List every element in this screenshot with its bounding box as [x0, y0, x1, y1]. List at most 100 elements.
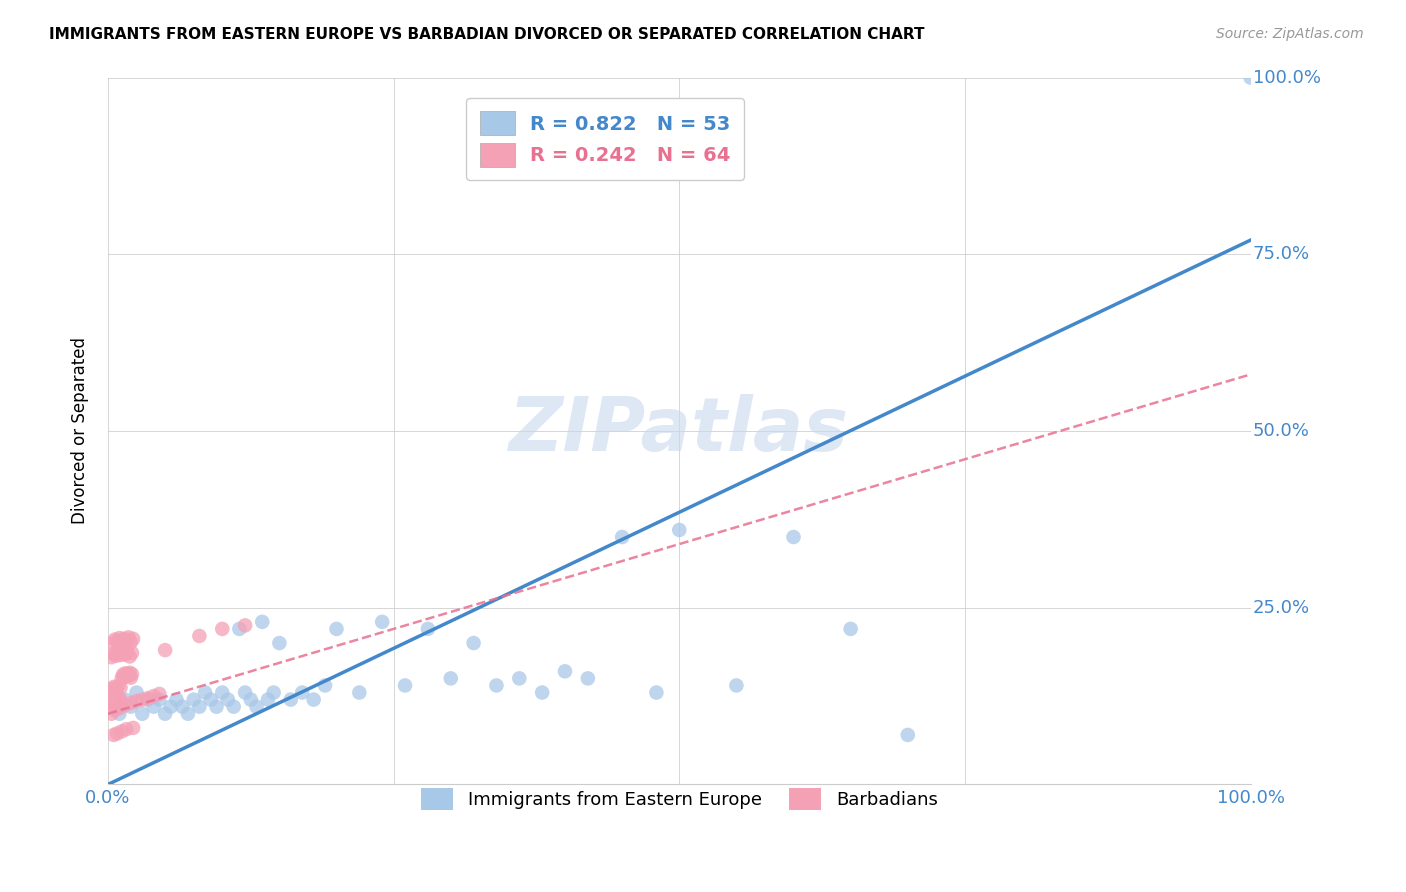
- Point: [897, 728, 920, 742]
- Point: [121, 667, 143, 681]
- Point: [98, 696, 121, 710]
- Point: [233, 685, 256, 699]
- Point: [110, 681, 132, 695]
- Point: [839, 622, 862, 636]
- Point: [117, 668, 139, 682]
- Point: [166, 692, 188, 706]
- Point: [245, 699, 267, 714]
- Point: [725, 678, 748, 692]
- Text: 25.0%: 25.0%: [1253, 599, 1310, 616]
- Point: [131, 692, 153, 706]
- Point: [100, 681, 122, 696]
- Point: [136, 692, 159, 706]
- Point: [142, 689, 165, 703]
- Point: [463, 636, 485, 650]
- Point: [125, 694, 148, 708]
- Text: 50.0%: 50.0%: [1253, 422, 1309, 440]
- Point: [280, 692, 302, 706]
- Point: [440, 672, 463, 686]
- Point: [100, 692, 122, 706]
- Point: [148, 692, 170, 706]
- Point: [531, 685, 554, 699]
- Point: [114, 648, 136, 662]
- Point: [188, 629, 211, 643]
- Point: [120, 699, 142, 714]
- Point: [200, 692, 222, 706]
- Point: [125, 685, 148, 699]
- Point: [115, 633, 138, 648]
- Point: [114, 692, 136, 706]
- Point: [111, 724, 134, 739]
- Point: [117, 667, 139, 681]
- Point: [110, 648, 132, 662]
- Point: [104, 632, 127, 647]
- Point: [211, 622, 233, 636]
- Point: [115, 723, 138, 737]
- Point: [228, 622, 250, 636]
- Point: [120, 696, 142, 710]
- Point: [668, 523, 690, 537]
- Point: [554, 665, 576, 679]
- Point: [104, 695, 127, 709]
- Point: [325, 622, 347, 636]
- Legend: Immigrants from Eastern Europe, Barbadians: Immigrants from Eastern Europe, Barbadia…: [406, 774, 952, 825]
- Point: [160, 699, 183, 714]
- Point: [485, 678, 508, 692]
- Point: [101, 636, 124, 650]
- Point: [183, 692, 205, 706]
- Point: [291, 685, 314, 699]
- Point: [153, 706, 176, 721]
- Point: [103, 680, 125, 694]
- Text: 100.0%: 100.0%: [1253, 69, 1320, 87]
- Point: [314, 678, 336, 692]
- Point: [416, 622, 439, 636]
- Point: [117, 644, 139, 658]
- Point: [122, 632, 145, 646]
- Point: [211, 685, 233, 699]
- Point: [112, 670, 135, 684]
- Point: [120, 635, 142, 649]
- Point: [172, 699, 194, 714]
- Point: [104, 681, 127, 696]
- Point: [205, 699, 228, 714]
- Point: [114, 666, 136, 681]
- Point: [194, 685, 217, 699]
- Point: [107, 679, 129, 693]
- Point: [263, 685, 285, 699]
- Point: [100, 650, 122, 665]
- Point: [142, 699, 165, 714]
- Point: [222, 699, 245, 714]
- Point: [117, 631, 139, 645]
- Point: [508, 672, 530, 686]
- Point: [111, 634, 134, 648]
- Point: [610, 530, 633, 544]
- Point: [107, 645, 129, 659]
- Point: [104, 703, 127, 717]
- Point: [645, 685, 668, 699]
- Point: [121, 646, 143, 660]
- Point: [188, 699, 211, 714]
- Point: [104, 648, 127, 663]
- Point: [108, 631, 131, 645]
- Text: IMMIGRANTS FROM EASTERN EUROPE VS BARBADIAN DIVORCED OR SEPARATED CORRELATION CH: IMMIGRANTS FROM EASTERN EUROPE VS BARBAD…: [49, 27, 925, 42]
- Text: 75.0%: 75.0%: [1253, 245, 1310, 263]
- Point: [217, 692, 239, 706]
- Point: [269, 636, 291, 650]
- Point: [118, 665, 141, 680]
- Point: [136, 691, 159, 706]
- Point: [782, 530, 804, 544]
- Text: Source: ZipAtlas.com: Source: ZipAtlas.com: [1216, 27, 1364, 41]
- Point: [115, 669, 138, 683]
- Point: [108, 690, 131, 705]
- Y-axis label: Divorced or Separated: Divorced or Separated: [72, 337, 89, 524]
- Point: [233, 618, 256, 632]
- Point: [257, 692, 280, 706]
- Point: [105, 692, 128, 706]
- Point: [114, 698, 136, 713]
- Point: [371, 615, 394, 629]
- Point: [103, 691, 125, 706]
- Point: [148, 687, 170, 701]
- Point: [105, 634, 128, 648]
- Point: [111, 672, 134, 686]
- Point: [177, 706, 200, 721]
